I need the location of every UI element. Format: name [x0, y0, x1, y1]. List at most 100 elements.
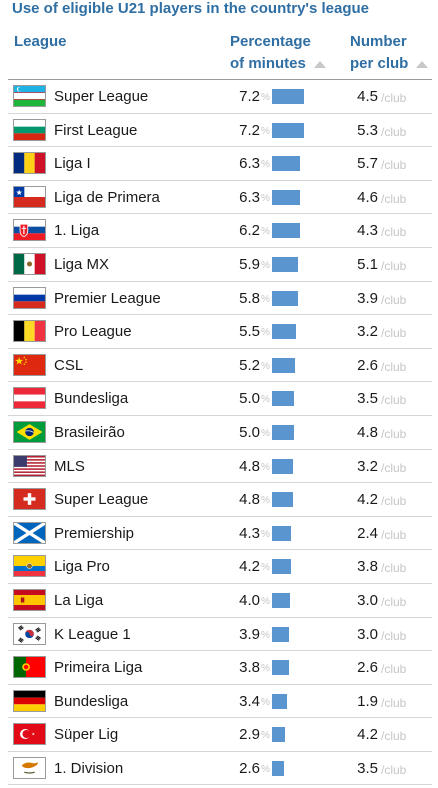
per-club-value: 2.6 — [357, 659, 378, 677]
club-unit: /club — [381, 326, 407, 341]
club-unit: /club — [381, 91, 407, 105]
percentage-bar — [272, 660, 289, 676]
table-row[interactable]: Liga Pro 4.2% 3.8/club — [8, 550, 432, 584]
league-name: 1. Liga — [54, 222, 100, 240]
per-club-value: 3.2 — [357, 323, 378, 341]
table-row[interactable]: First League 7.2% 5.3/club — [8, 114, 432, 148]
per-club-value: 3.0 — [357, 625, 378, 643]
table-row[interactable]: Premier League 5.8% 3.9/club — [8, 282, 432, 316]
per-club-value: 3.0 — [357, 591, 378, 609]
uzbekistan-flag-icon — [13, 85, 46, 107]
percentage-value: 4.2 — [239, 558, 260, 576]
club-unit: /club — [381, 561, 407, 576]
club-unit: /club — [381, 124, 407, 139]
percentage-value: 3.4 — [239, 692, 260, 710]
sort-arrow-icon[interactable] — [416, 60, 429, 68]
league-name: Brasileirão — [54, 423, 125, 441]
percentage-bar — [272, 458, 294, 474]
germany-flag-icon — [13, 689, 46, 712]
per-club-value: 2.4 — [357, 524, 378, 542]
percentage-value: 5.5 — [239, 323, 260, 341]
percent-unit: % — [261, 293, 270, 305]
club-unit: /club — [381, 393, 407, 408]
bulgaria-flag-icon — [13, 118, 46, 141]
percentage-bar — [272, 122, 304, 138]
table-row[interactable]: Super League 7.2% 4.5/club — [8, 80, 432, 114]
table-row[interactable]: Super League 4.8% 4.2/club — [8, 483, 432, 517]
percent-unit: % — [261, 696, 270, 708]
header-num-line2: per club — [350, 55, 409, 72]
percent-unit: % — [261, 663, 270, 675]
league-name: Pro League — [54, 323, 132, 341]
table-row[interactable]: Liga de Primera 6.3% 4.6/club — [8, 181, 432, 215]
club-unit: /club — [381, 460, 407, 475]
percent-unit: % — [261, 528, 270, 540]
percentage-value: 4.3 — [239, 524, 260, 542]
percent-unit: % — [261, 562, 270, 574]
table-row[interactable]: La Liga 4.0% 3.0/club — [8, 584, 432, 618]
table-row[interactable]: Premiership 4.3% 2.4/club — [8, 517, 432, 551]
percentage-value: 3.9 — [239, 625, 260, 643]
percent-unit: % — [261, 730, 270, 742]
table-body: Super League 7.2% 4.5/club First League 7.2%… — [8, 80, 432, 786]
sort-arrow-icon[interactable] — [313, 60, 326, 68]
percentage-value: 4.8 — [239, 457, 260, 475]
percentage-bar — [272, 559, 291, 575]
table-row[interactable]: MLS 4.8% 3.2/club — [8, 450, 432, 484]
percentage-bar — [272, 492, 294, 508]
column-header-league[interactable]: League — [14, 33, 67, 50]
league-name: CSL — [54, 356, 84, 374]
league-name: La Liga — [54, 591, 104, 609]
table-row[interactable]: Süper Lig 2.9% 4.2/club — [8, 718, 432, 752]
percent-unit: % — [261, 259, 270, 271]
table-row[interactable]: Primeira Liga 3.8% 2.6/club — [8, 651, 432, 685]
ecuador-flag-icon — [13, 555, 46, 578]
per-club-value: 3.5 — [357, 759, 378, 777]
table-row[interactable]: 1. Division 2.6% 3.5/club — [8, 752, 432, 786]
table-row[interactable]: Brasileirão 5.0% 4.8/club — [8, 416, 432, 450]
percentage-bar — [272, 256, 299, 272]
column-header-number[interactable]: Number per club — [350, 31, 429, 75]
header-pct-line1: Percentage — [230, 33, 311, 50]
mexico-flag-icon — [13, 252, 46, 275]
per-club-value: 2.6 — [357, 356, 378, 374]
league-name: Liga I — [54, 155, 91, 173]
table-row[interactable]: Bundesliga 5.0% 3.5/club — [8, 382, 432, 416]
table-row[interactable]: 1. Liga 6.2% 4.3/club — [8, 214, 432, 248]
per-club-value: 3.8 — [357, 558, 378, 576]
percentage-bar — [272, 290, 298, 306]
league-name: MLS — [54, 457, 85, 475]
percentage-bar — [272, 424, 295, 440]
club-unit: /club — [381, 729, 407, 744]
club-unit: /club — [381, 527, 407, 542]
percentage-value: 2.9 — [239, 726, 260, 744]
league-name: Premier League — [54, 289, 161, 307]
club-unit: /club — [381, 158, 407, 173]
header-divider — [8, 79, 432, 80]
percent-unit: % — [261, 125, 270, 137]
league-name: Super League — [54, 88, 149, 105]
table-row[interactable]: Pro League 5.5% 3.2/club — [8, 315, 432, 349]
header-pct-line2-wrap: of minutes — [230, 53, 326, 75]
percentage-value: 5.8 — [239, 289, 260, 307]
column-header-percentage[interactable]: Percentage of minutes — [230, 31, 326, 75]
club-unit: /club — [381, 628, 407, 643]
percentage-value: 7.2 — [239, 121, 260, 139]
percent-unit: % — [261, 192, 270, 204]
table-row[interactable]: Liga I 6.3% 5.7/club — [8, 147, 432, 181]
per-club-value: 4.3 — [357, 222, 378, 240]
per-club-value: 4.6 — [357, 188, 378, 206]
percentage-value: 3.8 — [239, 659, 260, 677]
percent-unit: % — [261, 595, 270, 607]
table-row[interactable]: Bundesliga 3.4% 1.9/club — [8, 685, 432, 719]
table-row[interactable]: Liga MX 5.9% 5.1/club — [8, 248, 432, 282]
slovakia-flag-icon — [13, 219, 46, 242]
club-unit: /club — [381, 695, 407, 710]
percent-unit: % — [261, 394, 270, 406]
percentage-bar — [272, 324, 297, 340]
table-row[interactable]: CSL 5.2% 2.6/club — [8, 349, 432, 383]
percentage-bar — [272, 189, 300, 205]
header-num-line1: Number — [350, 33, 407, 50]
percentage-value: 4.8 — [239, 491, 260, 509]
table-row[interactable]: K League 1 3.9% 3.0/club — [8, 618, 432, 652]
